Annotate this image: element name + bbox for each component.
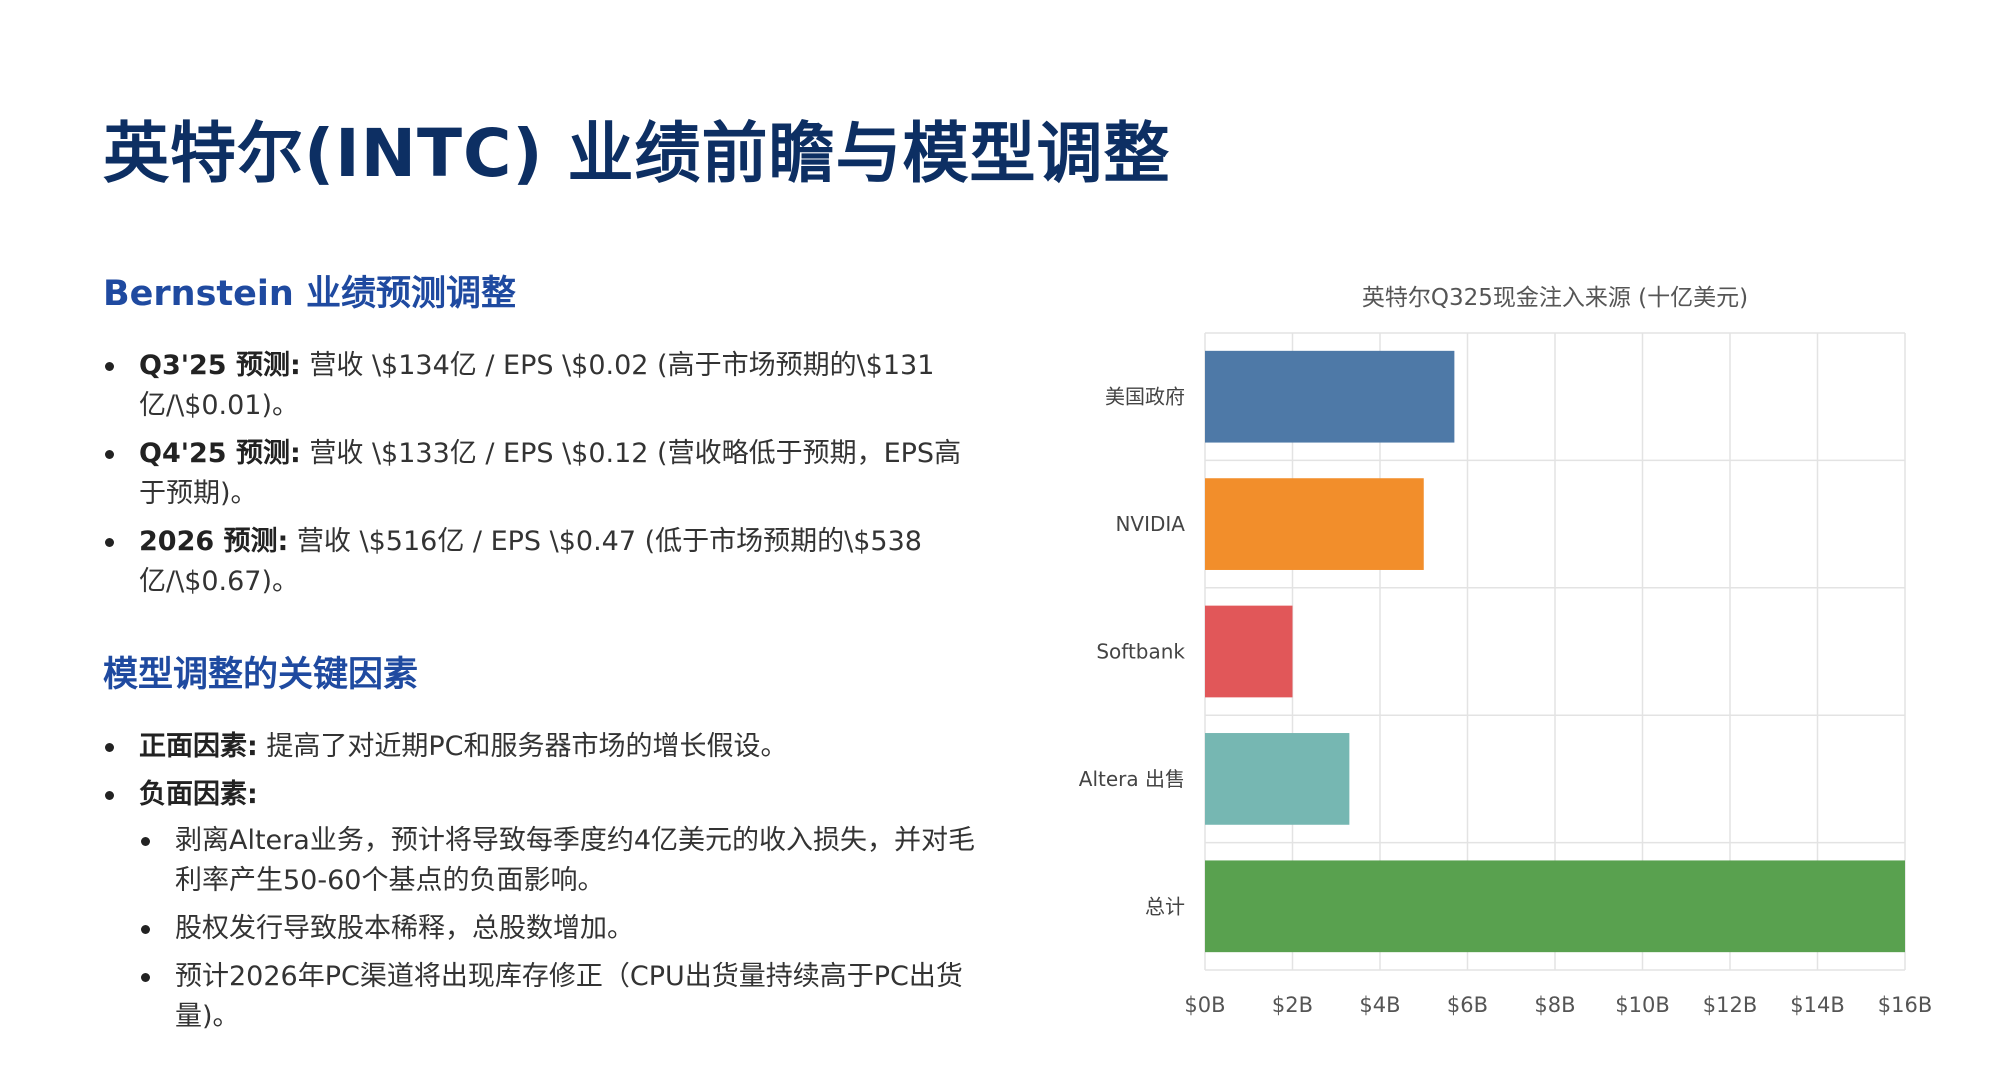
bullet-label: 2026 预测: xyxy=(139,526,289,557)
list-item: 负面因素: 剥离Altera业务，预计将导致每季度约4亿美元的收入损失，并对毛利… xyxy=(103,775,983,1037)
sub-list-item: 预计2026年PC渠道将出现库存修正（CPU出货量持续高于PC出货量)。 xyxy=(139,957,983,1037)
bullet-label: Q4'25 预测: xyxy=(139,438,301,469)
y-category-label: NVIDIA xyxy=(1115,512,1185,536)
bullet-label: 正面因素: xyxy=(139,731,258,762)
cash-injection-chart: 英特尔Q325现金注入来源 (十亿美元) $0B $2B $4B $6B $8B $10B $… xyxy=(1040,265,1960,1045)
y-category-label: 美国政府 xyxy=(1105,385,1185,409)
chart-title: 英特尔Q325现金注入来源 (十亿美元) xyxy=(1362,285,1748,311)
bar xyxy=(1205,478,1424,570)
x-tick-label: $0B xyxy=(1184,993,1225,1017)
bullet-label: Q3'25 预测: xyxy=(139,350,301,381)
forecast-list: Q3'25 预测: 营收 \$134亿 / EPS \$0.02 (高于市场预期… xyxy=(103,346,983,602)
bar xyxy=(1205,733,1350,825)
bullet-text: 提高了对近期PC和服务器市场的增长假设。 xyxy=(257,731,788,762)
y-category-label: Softbank xyxy=(1096,640,1185,664)
sub-list-item: 股权发行导致股本稀释，总股数增加。 xyxy=(139,909,983,949)
left-panel: Bernstein 业绩预测调整 Q3'25 预测: 营收 \$134亿 / E… xyxy=(103,265,983,1045)
y-category-label: Altera 出售 xyxy=(1079,767,1185,791)
section-heading-forecast: Bernstein 业绩预测调整 xyxy=(103,274,516,314)
list-item: 正面因素: 提高了对近期PC和服务器市场的增长假设。 xyxy=(103,727,983,767)
bullet-label: 负面因素: xyxy=(139,779,258,810)
list-item: Q3'25 预测: 营收 \$134亿 / EPS \$0.02 (高于市场预期… xyxy=(103,346,983,426)
factors-list: 正面因素: 提高了对近期PC和服务器市场的增长假设。 负面因素: 剥离Alter… xyxy=(103,727,983,1037)
x-tick-label: $16B xyxy=(1878,993,1933,1017)
x-tick-label: $4B xyxy=(1359,993,1400,1017)
page-title: 英特尔(INTC) 业绩前瞻与模型调整 xyxy=(103,115,1171,192)
x-tick-label: $2B xyxy=(1272,993,1313,1017)
x-tick-label: $12B xyxy=(1703,993,1758,1017)
y-category-label: 总计 xyxy=(1145,894,1185,918)
list-item: 2026 预测: 营收 \$516亿 / EPS \$0.47 (低于市场预期的… xyxy=(103,522,983,602)
bullet-text: 营收 \$134亿 / EPS \$0.02 (高于市场预期的\$131亿/\$… xyxy=(139,350,935,421)
x-tick-label: $6B xyxy=(1447,993,1488,1017)
bullet-text: 营收 \$133亿 / EPS \$0.12 (营收略低于预期，EPS高于预期)… xyxy=(139,438,962,509)
bar xyxy=(1205,350,1455,443)
bar-chart-svg: 英特尔Q325现金注入来源 (十亿美元) $0B $2B $4B $6B $8B $10B $… xyxy=(1079,285,1933,1017)
negative-factors-list: 剥离Altera业务，预计将导致每季度约4亿美元的收入损失，并对毛利率产生50-… xyxy=(139,821,983,1037)
x-tick-label: $14B xyxy=(1790,993,1845,1017)
bullet-text: 营收 \$516亿 / EPS \$0.47 (低于市场预期的\$538亿/\$… xyxy=(139,526,922,597)
bar xyxy=(1205,860,1905,953)
x-tick-label: $8B xyxy=(1534,993,1575,1017)
section-heading-factors: 模型调整的关键因素 xyxy=(103,655,419,695)
bar xyxy=(1205,605,1293,698)
list-item: Q4'25 预测: 营收 \$133亿 / EPS \$0.12 (营收略低于预… xyxy=(103,434,983,514)
x-tick-label: $10B xyxy=(1615,993,1670,1017)
sub-list-item: 剥离Altera业务，预计将导致每季度约4亿美元的收入损失，并对毛利率产生50-… xyxy=(139,821,983,901)
